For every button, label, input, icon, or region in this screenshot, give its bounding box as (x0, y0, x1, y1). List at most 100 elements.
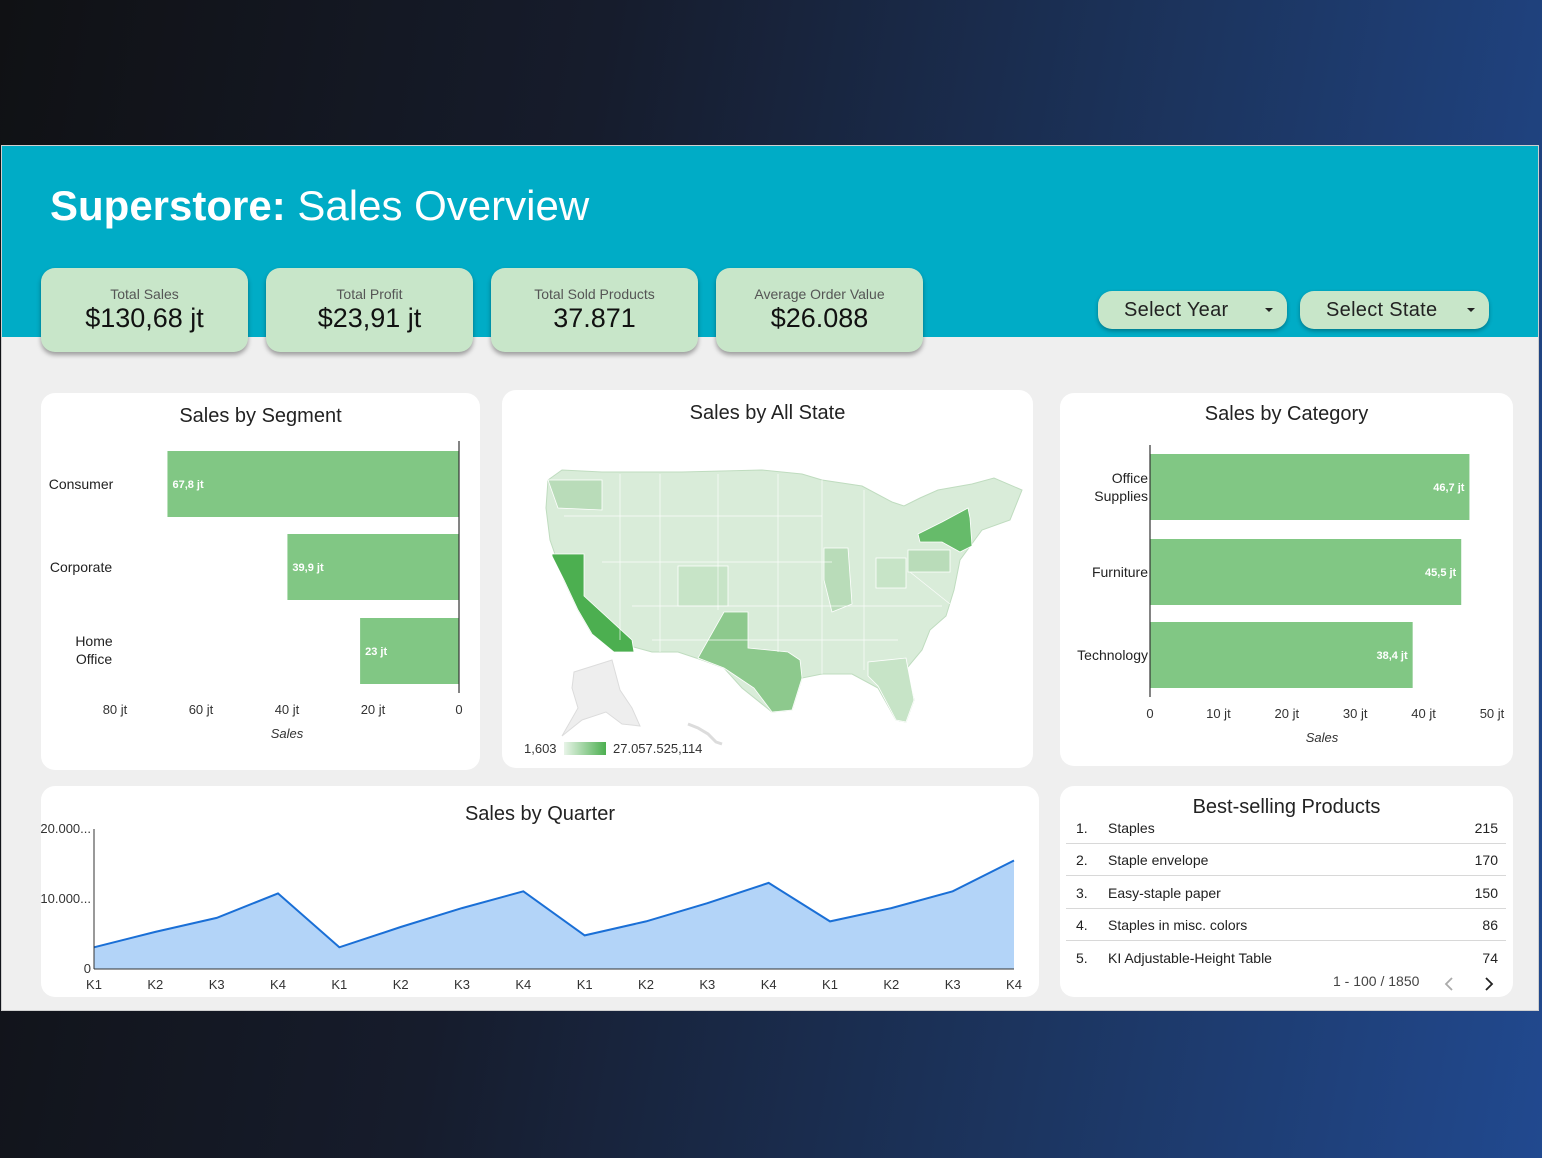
kpi-label: Total Sales (110, 286, 179, 302)
segment-tick-label: 80 jt (103, 702, 128, 717)
kpi-value: $130,68 jt (85, 303, 204, 333)
row-rank: 3. (1076, 885, 1088, 901)
dropdown-caret-icon (1467, 308, 1475, 312)
state-colorado (677, 565, 729, 607)
kpi-label: Average Order Value (754, 286, 885, 302)
category-bar (1150, 539, 1462, 605)
row-product: KI Adjustable-Height Table (1108, 950, 1272, 966)
category-chart-title: Sales by Category (1204, 403, 1369, 425)
state-california (551, 553, 635, 653)
prev-page-icon[interactable] (1442, 976, 1456, 992)
quarter-x-tick-label: K4 (515, 977, 531, 992)
segment-category-label: Home (75, 633, 113, 649)
row-product: Staple envelope (1108, 852, 1209, 868)
quarter-x-tick-label: K4 (270, 977, 286, 992)
us-state-map[interactable]: 1,603 27.057.525,114 (502, 390, 1033, 768)
segment-bar-value: 67,8 jt (172, 479, 204, 491)
quarter-y-tick-label: 20.000... (41, 821, 91, 836)
quarter-x-tick-label: K1 (577, 977, 593, 992)
map-legend-min: 1,603 (524, 741, 557, 756)
category-bar (1150, 454, 1470, 520)
quarter-x-tick-label: K2 (393, 977, 409, 992)
category-bar-value: 46,7 jt (1433, 482, 1465, 494)
quarter-x-tick-label: K3 (945, 977, 961, 992)
quarter-x-tick-label: K1 (822, 977, 838, 992)
segment-chart: 67,8 jt Consumer 39,9 jt Corporate 23 jt Home… (49, 441, 463, 741)
row-rank: 4. (1076, 917, 1088, 933)
quarter-chart-title: Sales by Quarter (464, 803, 616, 825)
state-florida (867, 657, 915, 723)
page-title: Superstore: Sales Overview (50, 182, 589, 230)
category-bar (1150, 622, 1413, 688)
kpi-total-sold-products: Total Sold Products 37.871 (491, 268, 698, 352)
row-rank: 2. (1076, 852, 1088, 868)
report-title: Sales Overview (297, 182, 590, 229)
segment-tick-label: 20 jt (361, 702, 386, 717)
kpi-label: Total Profit (336, 286, 403, 302)
category-bar-value: 45,5 jt (1425, 567, 1457, 579)
state-map-title: Sales by All State (689, 402, 846, 424)
row-product: Staples (1108, 820, 1155, 836)
kpi-value: $26.088 (770, 303, 869, 333)
quarter-x-tick-label: K2 (147, 977, 163, 992)
state-alaska (561, 659, 641, 737)
next-page-icon[interactable] (1482, 976, 1496, 992)
row-qty: 74 (1482, 950, 1498, 966)
state-ohio (875, 557, 907, 589)
category-label: Furniture (1092, 564, 1148, 580)
segment-category-label: Office (76, 651, 113, 667)
quarter-chart: 0 10.000... 20.000... K1 K2 K3 K4 K1 K2 K3 K4 K1 K2 K… (41, 821, 1022, 992)
category-tick-label: 50 jt (1480, 706, 1505, 721)
row-rank: 5. (1076, 950, 1088, 966)
category-bar-value: 38,4 jt (1376, 650, 1408, 662)
table-row[interactable]: 1. Staples 215 (1066, 812, 1506, 844)
row-qty: 150 (1474, 885, 1498, 901)
category-label: Office (1112, 470, 1149, 486)
best-selling-title: Best-selling Products (1192, 796, 1381, 818)
category-tick-label: 40 jt (1411, 706, 1436, 721)
kpi-total-profit: Total Profit $23,91 jt (266, 268, 473, 352)
select-year-dropdown[interactable]: Select Year (1098, 291, 1287, 329)
best-selling-card: Best-selling Products 1. Staples 215 2. … (1060, 786, 1513, 997)
state-texas (697, 611, 803, 713)
category-axis-title: Sales (1306, 730, 1339, 745)
state-borders (564, 474, 951, 674)
table-row[interactable]: 3. Easy-staple paper 150 (1066, 877, 1506, 909)
segment-bar-value: 23 jt (365, 646, 387, 658)
segment-category-label: Corporate (50, 559, 112, 575)
quarter-series-line (93, 859, 1015, 949)
select-year-label: Select Year (1124, 299, 1229, 321)
category-label: Technology (1077, 647, 1148, 663)
quarter-area-fill (94, 860, 1014, 969)
segment-tick-label: 0 (455, 702, 462, 717)
state-pennsylvania (907, 549, 951, 573)
quarter-x-tick-label: K1 (86, 977, 102, 992)
category-tick-label: 10 jt (1206, 706, 1231, 721)
brand-name: Superstore: (50, 182, 286, 229)
segment-bar (360, 618, 459, 684)
segment-chart-card: Sales by Segment 67,8 jt Consumer 39,9 jt C… (41, 393, 480, 770)
map-legend-max: 27.057.525,114 (613, 741, 702, 756)
quarter-x-tick-label: K3 (454, 977, 470, 992)
category-tick-label: 30 jt (1343, 706, 1368, 721)
quarter-x-tick-label: K4 (761, 977, 777, 992)
category-tick-label: 20 jt (1275, 706, 1300, 721)
state-washington (547, 479, 603, 511)
category-tick-label: 0 (1146, 706, 1153, 721)
row-product: Easy-staple paper (1108, 885, 1221, 901)
table-row[interactable]: 5. KI Adjustable-Height Table 74 (1066, 942, 1506, 974)
quarter-x-tick-label: K1 (331, 977, 347, 992)
kpi-total-sales: Total Sales $130,68 jt (41, 268, 248, 352)
select-state-dropdown[interactable]: Select State (1300, 291, 1489, 329)
segment-bar (287, 534, 459, 600)
quarter-y-tick-label: 0 (84, 961, 91, 976)
table-row[interactable]: 2. Staple envelope 170 (1066, 844, 1506, 876)
quarter-x-tick-label: K3 (209, 977, 225, 992)
segment-tick-label: 60 jt (189, 702, 214, 717)
table-row[interactable]: 4. Staples in misc. colors 86 (1066, 909, 1506, 941)
state-illinois (823, 547, 853, 613)
pagination-range: 1 - 100 / 1850 (1333, 973, 1420, 989)
quarter-y-tick-label: 10.000... (41, 891, 91, 906)
quarter-x-tick-label: K2 (883, 977, 899, 992)
segment-bar-value: 39,9 jt (292, 562, 324, 574)
